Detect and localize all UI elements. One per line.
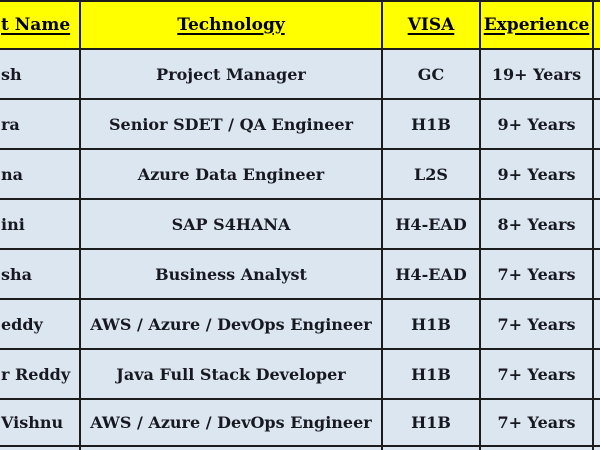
cut-off-row-cell	[81, 447, 383, 450]
table-row: ini SAP S4HANA H4-EAD 8+ Years	[0, 200, 600, 250]
cut-off-row	[0, 447, 600, 450]
visa-cell: GC	[383, 50, 481, 100]
technology-cell: Project Manager	[81, 50, 383, 100]
visa-cell: H1B	[383, 400, 481, 447]
consultant-name-cell: ra	[0, 100, 81, 150]
header-cell-experience: Experience	[481, 0, 594, 50]
consultant-name-cell: sh	[0, 50, 81, 100]
visa-cell: H1B	[383, 350, 481, 400]
header-cell-technology: Technology	[81, 0, 383, 50]
cut-off-column-cell	[594, 50, 600, 100]
consultant-name-cell: ini	[0, 200, 81, 250]
cut-off-column-cell	[594, 350, 600, 400]
visa-cell: H4-EAD	[383, 250, 481, 300]
table-row: sh Project Manager GC 19+ Years	[0, 50, 600, 100]
cut-off-row-cell	[0, 447, 81, 450]
header-cell-visa: VISA	[383, 0, 481, 50]
cut-off-row-cell	[594, 447, 600, 450]
consultant-name-cell: eddy	[0, 300, 81, 350]
experience-cell: 9+ Years	[481, 150, 594, 200]
experience-cell: 8+ Years	[481, 200, 594, 250]
consultant-name-cell: sha	[0, 250, 81, 300]
cut-off-row-cell	[383, 447, 481, 450]
table-header-row: t Name Technology VISA Experience	[0, 0, 600, 50]
consultant-name-cell: r Reddy	[0, 350, 81, 400]
consultant-name-cell: na	[0, 150, 81, 200]
technology-cell: Senior SDET / QA Engineer	[81, 100, 383, 150]
header-cell-consultant-name: t Name	[0, 0, 81, 50]
experience-cell: 19+ Years	[481, 50, 594, 100]
technology-cell: Java Full Stack Developer	[81, 350, 383, 400]
table-row: r Reddy Java Full Stack Developer H1B 7+…	[0, 350, 600, 400]
visa-cell: L2S	[383, 150, 481, 200]
cut-off-column-cell	[594, 400, 600, 447]
table-row: Vishnu AWS / Azure / DevOps Engineer H1B…	[0, 400, 600, 447]
table-row: ra Senior SDET / QA Engineer H1B 9+ Year…	[0, 100, 600, 150]
experience-cell: 7+ Years	[481, 400, 594, 447]
header-label-consultant-name: t Name	[1, 15, 71, 35]
table-row: eddy AWS / Azure / DevOps Engineer H1B 7…	[0, 300, 600, 350]
experience-cell: 7+ Years	[481, 350, 594, 400]
consultant-name-cell: Vishnu	[0, 400, 81, 447]
header-label-visa: VISA	[407, 15, 455, 35]
experience-cell: 7+ Years	[481, 300, 594, 350]
experience-cell: 7+ Years	[481, 250, 594, 300]
cut-off-column-cell	[594, 200, 600, 250]
cut-off-column-cell	[594, 100, 600, 150]
table-row: sha Business Analyst H4-EAD 7+ Years	[0, 250, 600, 300]
visa-cell: H1B	[383, 300, 481, 350]
table-row: na Azure Data Engineer L2S 9+ Years	[0, 150, 600, 200]
cut-off-column-cell	[594, 150, 600, 200]
technology-cell: Azure Data Engineer	[81, 150, 383, 200]
cut-off-column-header	[594, 0, 600, 50]
visa-cell: H1B	[383, 100, 481, 150]
cut-off-row-cell	[481, 447, 594, 450]
header-label-experience: Experience	[483, 15, 590, 35]
experience-cell: 9+ Years	[481, 100, 594, 150]
technology-cell: SAP S4HANA	[81, 200, 383, 250]
technology-cell: Business Analyst	[81, 250, 383, 300]
header-label-technology: Technology	[177, 15, 285, 35]
cut-off-column-cell	[594, 250, 600, 300]
technology-cell: AWS / Azure / DevOps Engineer	[81, 300, 383, 350]
technology-cell: AWS / Azure / DevOps Engineer	[81, 400, 383, 447]
visa-cell: H4-EAD	[383, 200, 481, 250]
cut-off-column-cell	[594, 300, 600, 350]
